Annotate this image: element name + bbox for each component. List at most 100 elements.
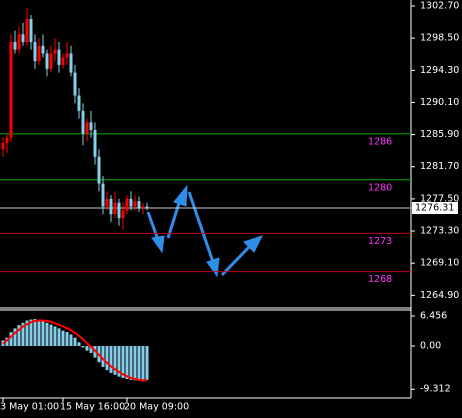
histogram-bar	[41, 321, 45, 346]
histogram-bar	[57, 328, 61, 346]
histogram-bar	[73, 337, 77, 346]
candle-body	[53, 49, 57, 54]
candle-body	[57, 49, 61, 65]
candle-body	[25, 19, 29, 42]
level-label: 1268	[368, 274, 392, 285]
candle-body	[85, 122, 89, 134]
candle-body	[17, 34, 21, 50]
arrow	[166, 199, 182, 239]
histogram-bar	[45, 322, 49, 346]
candle-body	[113, 202, 117, 215]
histogram-bar	[133, 345, 137, 381]
y-tick-label: 1264.90	[420, 290, 459, 301]
arrow	[220, 244, 252, 277]
histogram-bar	[49, 324, 53, 346]
histogram-bar	[125, 345, 129, 379]
candle-body	[29, 19, 33, 42]
histogram-bar	[61, 330, 65, 346]
candle-body	[49, 53, 53, 69]
histogram-bar	[33, 319, 37, 346]
y-tick-label: 1290.10	[420, 97, 459, 108]
histogram-bar	[109, 345, 113, 373]
candle-body	[61, 57, 65, 65]
histogram-bar	[29, 319, 33, 346]
histogram-bar	[129, 345, 133, 380]
histogram-bar	[137, 345, 141, 381]
y-tick-label: 1298.50	[420, 33, 459, 44]
candle-body	[117, 202, 121, 219]
histogram-bar	[121, 345, 125, 379]
y-tick-label: 1281.70	[420, 161, 459, 172]
histogram-bar	[77, 342, 81, 346]
candle-body	[97, 156, 101, 184]
candle-body	[9, 41, 13, 138]
histogram-bar	[117, 345, 121, 377]
x-tick-label: 20 May 09:00	[124, 402, 189, 413]
histogram-bar	[25, 320, 29, 346]
y-tick-label: 0.00	[420, 340, 441, 351]
arrow-head	[243, 235, 263, 253]
histogram-bar	[145, 345, 149, 380]
level-label: 1280	[368, 182, 392, 193]
histogram-bar	[9, 332, 13, 346]
arrow-head	[173, 184, 188, 207]
histogram-bar	[105, 345, 109, 371]
histogram-bar	[5, 337, 9, 346]
candle-body	[89, 122, 93, 131]
arrow	[187, 191, 215, 263]
histogram-bar	[89, 345, 93, 353]
candle-body	[81, 110, 85, 134]
candle-body	[41, 45, 45, 54]
histogram-bar	[65, 332, 69, 346]
candle-body	[125, 198, 129, 211]
y-tick-label: 1302.70	[420, 1, 459, 12]
level-label: 1286	[368, 136, 392, 147]
y-tick-label: 1273.30	[420, 226, 459, 237]
arrow-head	[151, 235, 165, 254]
histogram-bar	[53, 326, 57, 346]
y-tick-label: 1285.90	[420, 129, 459, 140]
candle-body	[69, 53, 73, 73]
histogram-bar	[85, 345, 89, 351]
candle-body	[73, 72, 77, 96]
candle-body	[145, 206, 149, 209]
histogram-bar	[101, 345, 105, 367]
candle-body	[65, 53, 69, 58]
current-price-label: 1276.31	[415, 203, 454, 214]
histogram-bar	[69, 334, 73, 346]
candle-body	[21, 34, 25, 42]
histogram-bar	[81, 345, 85, 348]
y-tick-label: 6.456	[420, 311, 447, 322]
candle-body	[5, 137, 9, 144]
candle-body	[13, 41, 17, 50]
y-tick-label: -9.312	[420, 384, 451, 395]
current-price-box	[412, 202, 458, 215]
level-label: 1273	[368, 236, 392, 247]
x-tick-label: 15 May 16:00	[60, 402, 125, 413]
candle-body	[105, 198, 109, 207]
candle-body	[93, 130, 97, 157]
y-tick-label: 1269.10	[420, 258, 459, 269]
histogram-bar	[17, 325, 21, 346]
histogram-bar	[21, 322, 25, 346]
candle-body	[101, 183, 105, 207]
candle-body	[77, 95, 81, 111]
histogram-bar	[37, 319, 41, 346]
candle-body	[121, 210, 125, 219]
candle-body	[37, 45, 41, 62]
candle-body	[33, 41, 37, 62]
candle-body	[45, 53, 49, 69]
histogram-bar	[141, 345, 145, 381]
candle-body	[1, 143, 5, 150]
y-tick-label: 1294.30	[420, 65, 459, 76]
candle-body	[109, 198, 113, 215]
candle-body	[133, 201, 137, 207]
x-tick-label: 3 May 01:00	[0, 402, 59, 413]
signal-line	[2, 319, 147, 382]
histogram-bar	[13, 328, 17, 346]
candle-body	[129, 198, 133, 207]
y-tick-label: 1277.50	[420, 193, 459, 204]
